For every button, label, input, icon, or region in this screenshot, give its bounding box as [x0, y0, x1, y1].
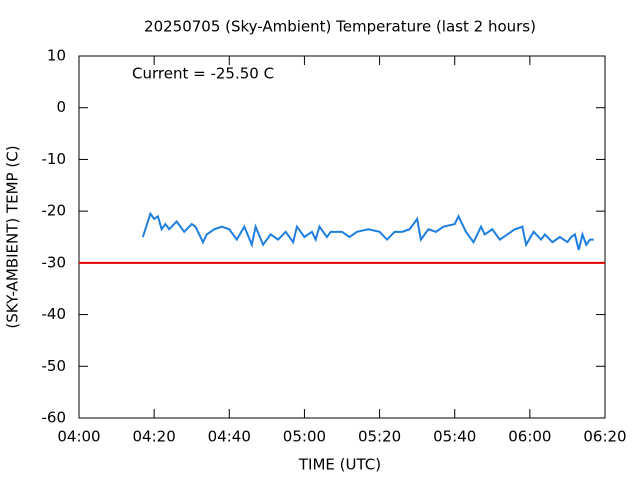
y-tick-label: -60 — [42, 409, 67, 427]
y-tick-label: -20 — [42, 202, 67, 220]
x-tick-label: 06:20 — [583, 428, 626, 446]
y-tick-label: -50 — [42, 357, 67, 375]
x-tick-label: 05:00 — [283, 428, 326, 446]
y-tick-label: 10 — [47, 47, 66, 65]
x-tick-label: 04:20 — [133, 428, 176, 446]
y-tick-label: -10 — [42, 150, 67, 168]
y-tick-label: -40 — [42, 305, 67, 323]
y-axis-label: (SKY-AMBIENT) TEMP (C) — [4, 145, 22, 328]
y-tick-label: -30 — [42, 253, 67, 271]
y-tick-label: 0 — [56, 98, 66, 116]
x-tick-label: 05:20 — [358, 428, 401, 446]
x-tick-label: 06:00 — [508, 428, 551, 446]
x-tick-label: 05:40 — [433, 428, 476, 446]
chart-title: 20250705 (Sky-Ambient) Temperature (last… — [144, 18, 536, 36]
x-axis-label: TIME (UTC) — [298, 456, 381, 474]
annotation: Current = -25.50 C — [132, 65, 274, 83]
x-tick-label: 04:40 — [208, 428, 251, 446]
data-line — [141, 211, 594, 251]
plot-frame — [78, 55, 606, 419]
x-tick-label: 04:00 — [57, 428, 100, 446]
